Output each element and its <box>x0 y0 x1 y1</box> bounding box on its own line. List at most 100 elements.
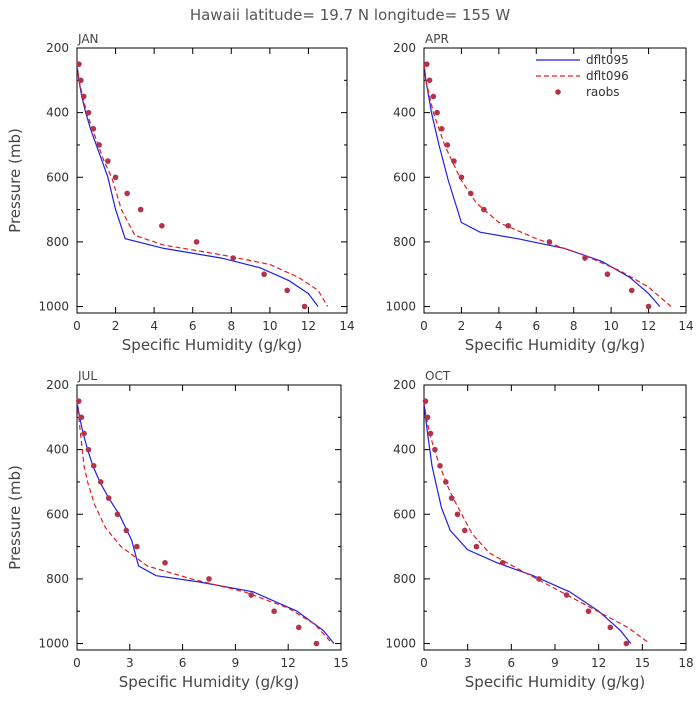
raobs-point <box>85 109 92 116</box>
raobs-point <box>582 255 588 261</box>
raobs-point <box>123 527 130 534</box>
y-tick-label: 800 <box>393 572 416 586</box>
panel-jul: JUL 0 3 6 9 12 15 200 400 600 800 1000 Specific Humi… <box>6 369 349 691</box>
legend-label: raobs <box>586 85 620 99</box>
x-tick-label: 3 <box>126 656 134 670</box>
raobs-point <box>105 158 111 164</box>
raobs-point <box>295 624 302 631</box>
x-tick-label: 6 <box>532 319 540 333</box>
raobs-point <box>546 239 553 245</box>
x-tick-label: 9 <box>551 656 559 670</box>
raobs-point <box>76 61 82 67</box>
raobs-point <box>96 142 102 148</box>
y-tick-label: 1000 <box>385 300 416 314</box>
x-tick-label: 0 <box>73 656 81 670</box>
plot-frame <box>423 47 687 314</box>
raobs-point <box>284 287 291 294</box>
panel-jan: JAN 0 2 4 6 8 10 12 14 200 400 600 800 1000 Specific H… <box>6 32 355 354</box>
y-tick-label: 600 <box>393 507 416 521</box>
y-tick-label: 600 <box>46 170 69 184</box>
raobs-point <box>193 239 200 245</box>
raobs-point <box>427 430 434 437</box>
raobs-point <box>424 61 430 67</box>
x-tick-label: 2 <box>112 319 120 333</box>
raobs-point <box>437 462 443 469</box>
y-tick-label: 200 <box>46 41 69 55</box>
raobs-point <box>505 222 512 229</box>
raobs-point <box>434 109 440 116</box>
x-tick-label: 10 <box>262 319 277 333</box>
x-axis-label: Specific Humidity (g/kg) <box>465 673 645 691</box>
raobs-point <box>248 592 255 598</box>
raobs-point <box>458 174 465 181</box>
y-tick-label: 200 <box>393 378 416 392</box>
x-tick-label: 8 <box>570 319 578 333</box>
raobs-point <box>432 446 438 453</box>
dflt095-line <box>77 64 319 307</box>
raobs-point <box>134 543 140 550</box>
y-tick-label: 600 <box>46 507 69 521</box>
legend-swatch <box>555 89 561 95</box>
panel-oct: OCT 0 3 6 9 12 15 18 200 400 600 800 1000 Specific Hu… <box>385 369 693 691</box>
raobs-point <box>430 93 437 100</box>
plot-frame <box>76 47 348 314</box>
raobs-point <box>159 222 165 229</box>
y-tick-label: 400 <box>46 106 69 120</box>
x-tick-label: 0 <box>73 319 81 333</box>
legend: dflt095 dflt096 raobs <box>536 53 629 99</box>
x-tick-label: 12 <box>641 319 656 333</box>
panel-label: JUL <box>77 369 97 383</box>
x-tick-label: 10 <box>604 319 619 333</box>
dflt096-line <box>424 64 672 307</box>
x-tick-label: 15 <box>333 656 348 670</box>
raobs-point <box>114 511 121 518</box>
raobs-point <box>80 93 87 100</box>
x-axis-label: Specific Humidity (g/kg) <box>465 336 645 354</box>
raobs-point <box>112 174 119 181</box>
raobs-point <box>97 479 104 485</box>
legend-label: dflt096 <box>586 69 629 83</box>
raobs-point <box>563 592 570 598</box>
x-tick-label: 4 <box>495 319 503 333</box>
y-tick-label: 400 <box>393 106 416 120</box>
y-tick-label: 400 <box>393 443 416 457</box>
raobs-point <box>75 398 82 404</box>
raobs-point <box>78 77 84 84</box>
raobs-point <box>422 398 429 404</box>
raobs-point <box>454 511 461 518</box>
plot-frame <box>76 384 342 651</box>
raobs-point <box>137 206 144 213</box>
raobs-point <box>124 190 130 197</box>
raobs-point <box>473 543 480 550</box>
raobs-point <box>499 559 506 566</box>
legend-item-dflt096: dflt096 <box>536 69 629 83</box>
x-tick-label: 3 <box>464 656 472 670</box>
raobs-point <box>585 608 592 615</box>
y-tick-label: 600 <box>393 170 416 184</box>
y-tick-label: 200 <box>393 41 416 55</box>
y-axis-label: Pressure (mb) <box>6 465 24 570</box>
x-tick-label: 9 <box>232 656 240 670</box>
x-tick-label: 12 <box>591 656 606 670</box>
panel-apr: APR 0 2 4 6 8 10 12 14 200 400 600 800 1000 Specific H… <box>385 32 693 354</box>
y-tick-label: 200 <box>46 378 69 392</box>
raobs-point <box>424 414 431 421</box>
dflt095-line <box>77 401 335 644</box>
x-axis-label: Specific Humidity (g/kg) <box>119 673 299 691</box>
raobs-point <box>607 624 614 631</box>
raobs-point <box>467 190 474 197</box>
raobs-point <box>301 303 308 310</box>
raobs-point <box>230 255 237 261</box>
x-tick-label: 6 <box>508 656 516 670</box>
raobs-point <box>536 576 542 582</box>
raobs-point <box>623 640 630 647</box>
dflt095-line <box>424 64 661 307</box>
x-tick-label: 4 <box>150 319 158 333</box>
x-tick-label: 14 <box>339 319 354 333</box>
panel-label: APR <box>425 32 449 46</box>
legend-label: dflt095 <box>586 53 629 67</box>
raobs-point <box>261 271 267 278</box>
x-tick-label: 14 <box>678 319 693 333</box>
